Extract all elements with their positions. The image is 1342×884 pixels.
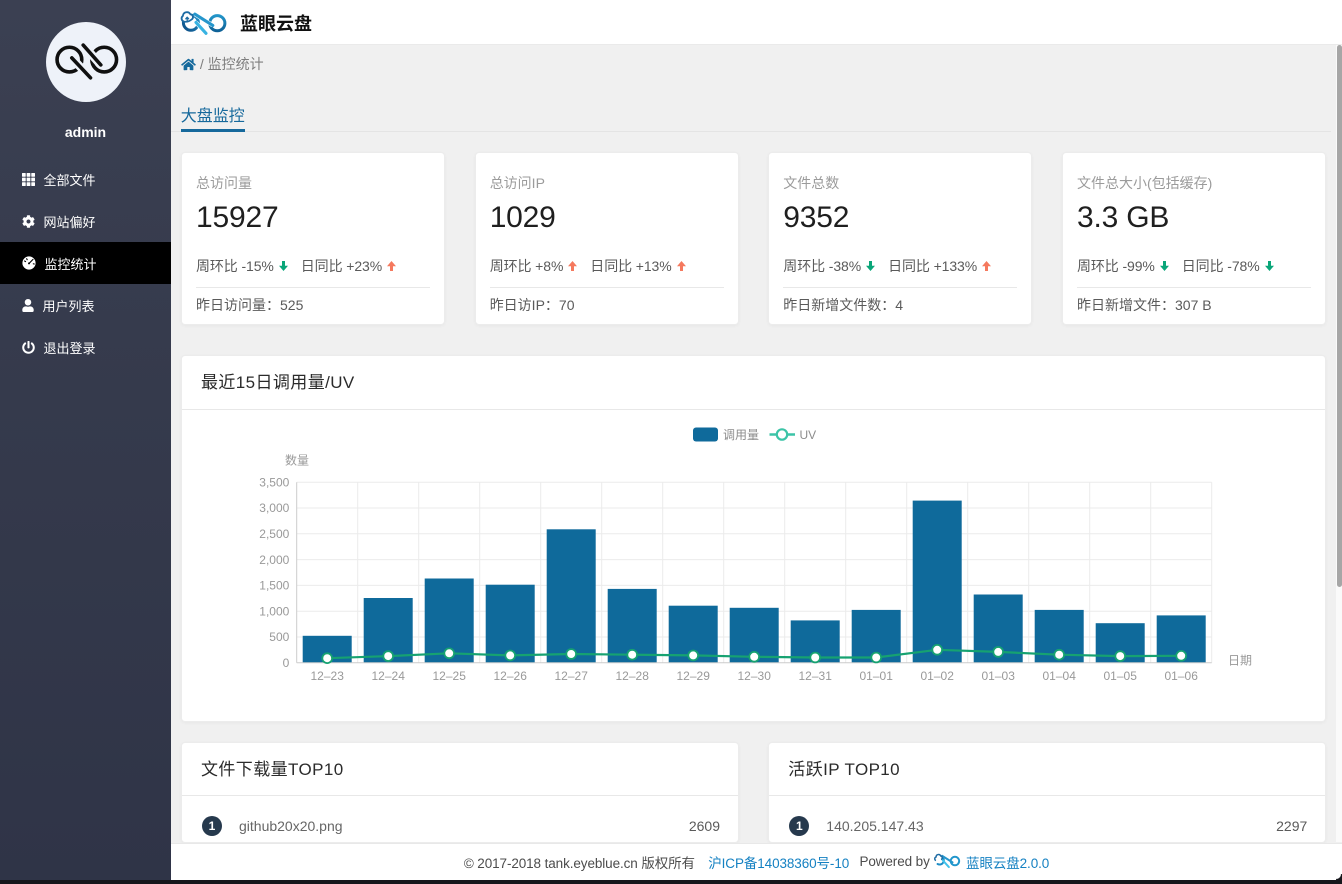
svg-text:01–06: 01–06 (1165, 669, 1199, 683)
svg-text:01–01: 01–01 (860, 669, 894, 683)
svg-text:500: 500 (269, 630, 289, 644)
svg-text:01–02: 01–02 (921, 669, 955, 683)
svg-text:2,000: 2,000 (259, 553, 289, 567)
svg-text:12–26: 12–26 (494, 669, 528, 683)
svg-text:01–05: 01–05 (1104, 669, 1138, 683)
svg-text:数量: 数量 (285, 453, 309, 468)
svg-text:12–30: 12–30 (738, 669, 772, 683)
svg-text:1,000: 1,000 (259, 604, 289, 618)
svg-text:12–24: 12–24 (372, 669, 406, 683)
svg-text:12–31: 12–31 (799, 669, 833, 683)
svg-text:12–25: 12–25 (433, 669, 467, 683)
svg-text:调用量: 调用量 (723, 428, 759, 442)
svg-text:01–03: 01–03 (982, 669, 1016, 683)
svg-text:12–28: 12–28 (616, 669, 650, 683)
svg-text:12–23: 12–23 (311, 669, 345, 683)
svg-text:0: 0 (283, 656, 290, 670)
svg-text:12–27: 12–27 (555, 669, 589, 683)
svg-text:3,000: 3,000 (259, 501, 289, 515)
svg-text:UV: UV (800, 428, 817, 442)
svg-text:01–04: 01–04 (1043, 669, 1077, 683)
svg-text:1,500: 1,500 (259, 579, 289, 593)
svg-text:3,500: 3,500 (259, 475, 289, 489)
svg-text:日期: 日期 (1228, 653, 1252, 667)
svg-text:12–29: 12–29 (677, 669, 711, 683)
svg-text:2,500: 2,500 (259, 527, 289, 541)
